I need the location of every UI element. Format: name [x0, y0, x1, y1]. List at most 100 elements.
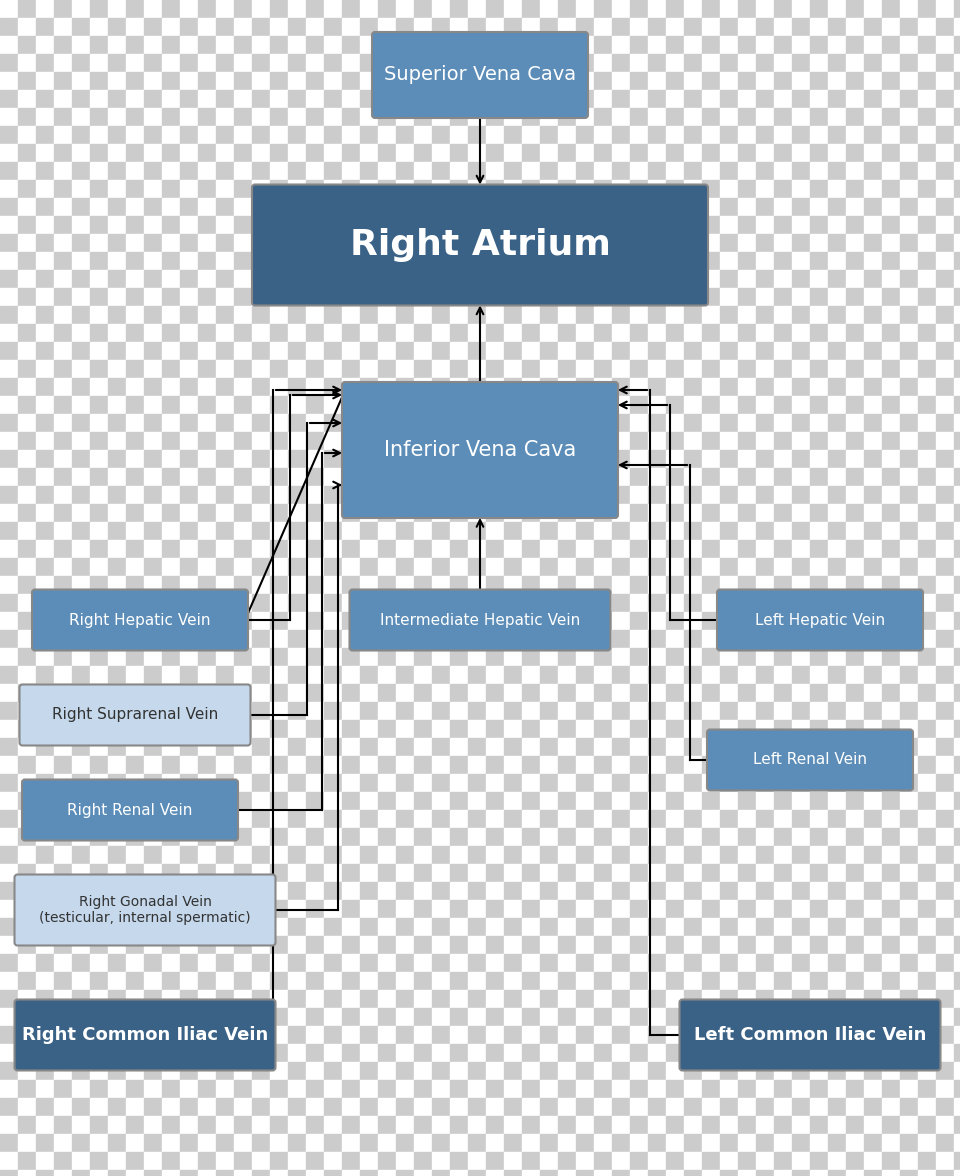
Bar	[702, 18, 720, 36]
Bar	[504, 666, 522, 684]
Bar	[828, 630, 846, 648]
Bar	[630, 1062, 648, 1080]
Bar	[126, 1170, 144, 1176]
Bar	[828, 612, 846, 630]
Bar	[558, 648, 576, 666]
Bar	[684, 522, 702, 540]
Bar	[216, 360, 234, 377]
Bar	[378, 54, 396, 72]
Bar	[54, 557, 72, 576]
Bar	[396, 702, 414, 720]
Bar	[630, 1008, 648, 1025]
Bar	[198, 450, 216, 468]
Bar	[900, 846, 918, 864]
Bar	[270, 864, 288, 882]
Bar	[126, 900, 144, 918]
Bar	[702, 810, 720, 828]
Bar	[864, 936, 882, 954]
Bar	[288, 216, 306, 234]
Bar	[18, 739, 36, 756]
Bar	[126, 666, 144, 684]
Bar	[36, 360, 54, 377]
Bar	[522, 306, 540, 325]
Bar	[576, 540, 594, 557]
Bar	[54, 828, 72, 846]
Bar	[198, 108, 216, 126]
Bar	[828, 18, 846, 36]
Bar	[36, 1098, 54, 1116]
Bar	[54, 864, 72, 882]
Bar	[162, 882, 180, 900]
Bar	[702, 1025, 720, 1044]
Bar	[648, 828, 666, 846]
Bar	[360, 791, 378, 810]
Bar	[324, 810, 342, 828]
Bar	[0, 791, 18, 810]
Bar	[252, 918, 270, 936]
Bar	[0, 973, 18, 990]
Bar	[828, 162, 846, 180]
Bar	[234, 990, 252, 1008]
Bar	[810, 882, 828, 900]
Bar	[648, 1008, 666, 1025]
Bar	[828, 143, 846, 162]
Bar	[252, 1080, 270, 1098]
Bar	[702, 882, 720, 900]
Bar	[360, 1080, 378, 1098]
Bar	[630, 234, 648, 252]
Bar	[414, 1008, 432, 1025]
Bar	[18, 1025, 36, 1044]
Bar	[846, 1098, 864, 1116]
Bar	[0, 918, 18, 936]
Bar	[756, 377, 774, 396]
Bar	[432, 396, 450, 414]
Bar	[684, 414, 702, 432]
Bar	[594, 505, 612, 522]
Bar	[126, 756, 144, 774]
Bar	[360, 594, 378, 612]
Bar	[666, 1080, 684, 1098]
Bar	[900, 252, 918, 270]
Bar	[324, 91, 342, 108]
Bar	[594, 198, 612, 216]
Bar	[936, 360, 954, 377]
Bar	[774, 216, 792, 234]
Bar	[180, 666, 198, 684]
Bar	[396, 756, 414, 774]
Bar	[666, 954, 684, 973]
Bar	[594, 846, 612, 864]
Bar	[558, 756, 576, 774]
Bar	[882, 306, 900, 325]
Bar	[558, 864, 576, 882]
Bar	[522, 0, 540, 18]
Bar	[504, 594, 522, 612]
Bar	[648, 666, 666, 684]
Bar	[36, 91, 54, 108]
Bar	[558, 0, 576, 18]
Bar	[18, 377, 36, 396]
Bar	[846, 936, 864, 954]
Bar	[162, 432, 180, 450]
Bar	[216, 18, 234, 36]
Bar	[936, 1170, 954, 1176]
Bar	[468, 36, 486, 54]
Bar	[882, 72, 900, 91]
Bar	[666, 288, 684, 306]
Bar	[558, 288, 576, 306]
Bar	[54, 54, 72, 72]
Bar	[576, 342, 594, 360]
Bar	[666, 1025, 684, 1044]
Bar	[720, 720, 738, 739]
Bar	[18, 91, 36, 108]
Bar	[720, 360, 738, 377]
Bar	[864, 630, 882, 648]
Bar	[450, 522, 468, 540]
Bar	[954, 198, 960, 216]
Bar	[864, 828, 882, 846]
Bar	[216, 557, 234, 576]
Bar	[864, 720, 882, 739]
Bar	[558, 468, 576, 486]
Bar	[684, 540, 702, 557]
Bar	[936, 576, 954, 594]
Bar	[54, 576, 72, 594]
